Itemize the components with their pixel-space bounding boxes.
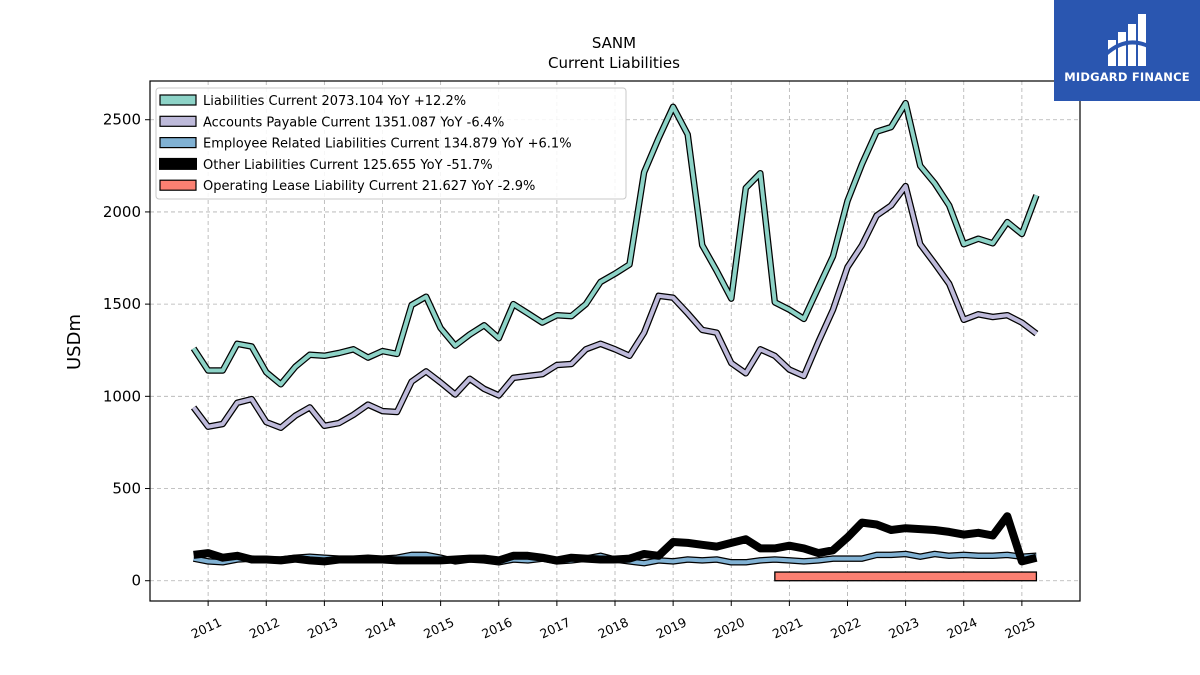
x-tick-label: 2021 [770, 614, 805, 641]
chart-title: SANM [592, 34, 636, 52]
y-tick-label: 1500 [103, 295, 141, 313]
x-tick-label: 2024 [944, 614, 979, 641]
y-tick-label: 0 [131, 572, 141, 590]
legend-swatch [159, 115, 197, 127]
y-tick-label: 2500 [103, 111, 141, 129]
legend-entry: Operating Lease Liability Current 21.627… [203, 179, 535, 194]
x-tick-label: 2022 [828, 614, 863, 641]
x-tick-label: 2015 [421, 614, 456, 641]
series-layer [190, 99, 1040, 582]
y-tick-label: 500 [112, 480, 141, 498]
chart-subtitle: Current Liabilities [548, 54, 680, 72]
x-tick-label: 2012 [247, 614, 282, 641]
x-tick-label: 2023 [886, 614, 921, 641]
legend: Liabilities Current 2073.104 YoY +12.2% A… [155, 87, 627, 200]
logo-mark-icon [1104, 14, 1149, 66]
y-axis-label: USDm [64, 314, 85, 370]
legend-entry: Employee Related Liabilities Current 134… [203, 137, 572, 152]
legend-box [155, 87, 627, 200]
x-tick-label: 2017 [537, 614, 572, 641]
logo-text: MIDGARD FINANCE [1064, 70, 1190, 84]
legend-swatch [159, 137, 197, 149]
series-line-1 [192, 184, 1038, 430]
legend-entry: Liabilities Current 2073.104 YoY +12.2% [203, 94, 466, 109]
legend-entry: Other Liabilities Current 125.655 YoY -5… [203, 158, 493, 173]
x-tick-label: 2020 [712, 614, 747, 641]
x-tick-label: 2019 [654, 614, 689, 641]
y-tick-label: 1000 [103, 387, 141, 405]
series-line-3 [193, 512, 1038, 566]
x-tick-label: 2016 [479, 614, 514, 641]
y-tick-label: 2000 [103, 203, 141, 221]
x-tick-label: 2018 [596, 614, 631, 641]
legend-swatch [159, 157, 197, 170]
legend-swatch [159, 94, 197, 106]
x-tick-label: 2011 [189, 614, 224, 641]
series-line-0 [191, 101, 1039, 387]
legend-entry: Accounts Payable Current 1351.087 YoY -6… [203, 115, 504, 130]
x-tick-label: 2014 [363, 614, 398, 641]
legend-swatch [159, 179, 197, 191]
series-bar-operating-lease [774, 571, 1038, 582]
x-tick-label: 2025 [1002, 614, 1037, 641]
brand-logo: MIDGARD FINANCE [1054, 0, 1200, 101]
x-tick-label: 2013 [305, 614, 340, 641]
